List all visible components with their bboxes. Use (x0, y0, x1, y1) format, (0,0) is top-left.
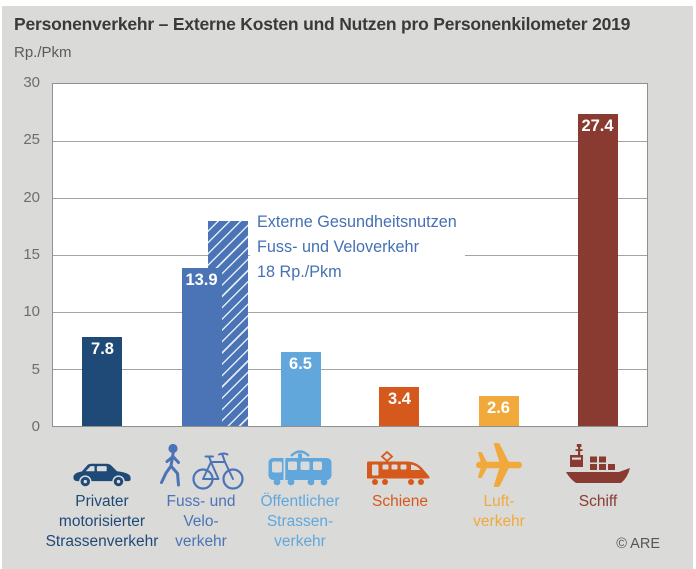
category-label-luftverkehr: Luft- verkehr (424, 492, 574, 532)
label-line: Schiff (578, 493, 618, 510)
page-title: Personenverkehr – Externe Kosten und Nut… (14, 14, 631, 34)
annotation-line: Externe Gesundheitsnutzen (257, 213, 457, 231)
y-axis-tick: 5 (31, 360, 40, 378)
bar-value-label: 13.9 (185, 270, 218, 289)
y-axis-tick: 20 (23, 188, 40, 206)
bar-value-label: 6.5 (289, 354, 312, 373)
label-line: Privater (75, 493, 129, 510)
airplane-icon (449, 433, 549, 490)
category-label-oeffentlicher-strassenverkehr: Öffentlicher Strassen- verkehr (225, 492, 375, 552)
category-label-schiff: Schiff (523, 492, 673, 512)
label-line: verkehr (473, 513, 525, 530)
bar-oeffentlicher-strassenverkehr: 6.5 (280, 351, 321, 426)
label-line: Schiene (371, 493, 428, 510)
pedestrian-bicycle-icon (151, 433, 251, 490)
label-line: Öffentlicher (260, 493, 340, 510)
gridline-5 (53, 368, 647, 370)
bar-value-label: 2.6 (487, 399, 510, 418)
y-axis: 30 25 20 15 10 5 0 (0, 73, 40, 437)
annotation-line: Fuss- und Veloverkehr (257, 238, 419, 256)
bar-value-label: 27.4 (581, 116, 614, 135)
bar-value-label: 3.4 (388, 390, 411, 409)
category-label-fuss-veloverkehr: Fuss- und Velo- verkehr (126, 492, 276, 552)
y-axis-tick: 0 (31, 417, 40, 435)
label-line: verkehr (274, 533, 326, 550)
car-icon (52, 433, 152, 490)
copyright: © ARE (616, 536, 660, 552)
train-icon (350, 433, 450, 490)
bar-value-label: 7.8 (91, 340, 114, 359)
y-axis-tick: 30 (23, 74, 40, 91)
label-line: Luft- (483, 493, 515, 510)
category-label-privater-strassenverkehr: Privater motorisierter Strassenverkehr (27, 492, 177, 552)
label-line: motorisierter (58, 513, 146, 530)
annotation-gesundheitsnutzen: Externe Gesundheitsnutzen Fuss- und Velo… (250, 208, 465, 287)
plot-area: 7.8 13.9 6.5 3.4 2.6 27.4 Externe Gesund… (52, 83, 648, 427)
label-line: Velo- (183, 513, 219, 530)
gridline-25 (53, 141, 647, 142)
bar-schiene: 3.4 (379, 387, 420, 426)
annotation-line: 18 Rp./Pkm (257, 263, 342, 281)
label-line: verkehr (175, 533, 227, 550)
bar-schiff: 27.4 (577, 113, 618, 426)
label-line: Strassen- (266, 513, 334, 530)
tram-icon (250, 433, 350, 490)
label-line: Strassenverkehr (45, 533, 159, 550)
gridline-10 (53, 312, 647, 313)
y-axis-tick: 15 (23, 245, 40, 263)
y-axis-tick: 10 (23, 303, 40, 321)
bar-privater-strassenverkehr: 7.8 (82, 337, 123, 426)
category-label-schiene: Schiene (325, 492, 475, 512)
bar-luftverkehr: 2.6 (478, 396, 519, 426)
y-axis-tick: 25 (23, 131, 40, 149)
label-line: Fuss- und (166, 493, 236, 510)
gridline-20 (53, 197, 647, 199)
bar-fuss-veloverkehr: 13.9 (181, 267, 222, 426)
ship-icon (548, 433, 648, 490)
y-axis-unit-label: Rp./Pkm (14, 44, 72, 61)
